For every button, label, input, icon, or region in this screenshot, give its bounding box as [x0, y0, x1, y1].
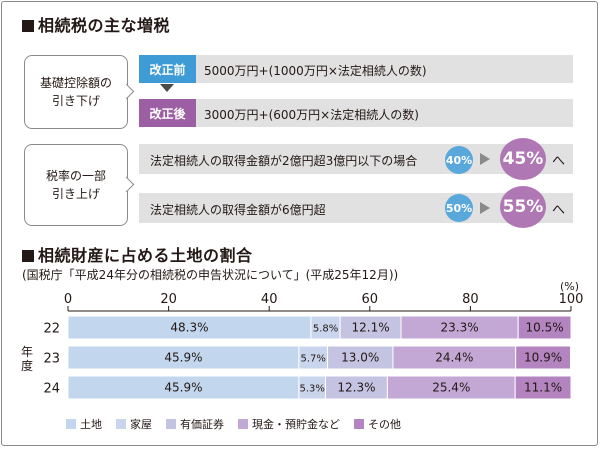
section2-title: 相続財産に占める土地の割合: [22, 242, 253, 266]
rate-suffix-2: へ: [552, 203, 566, 218]
rate-to-1: 45%: [502, 149, 544, 169]
legend-item: その他: [354, 416, 401, 432]
legend-label: 有価証券: [180, 418, 224, 431]
bar-segment: [514, 375, 572, 400]
legend-label: その他: [368, 418, 401, 431]
legend-swatch: [166, 419, 176, 429]
y-axis-label: 年: [21, 345, 33, 359]
legend-item: 土地: [66, 416, 102, 432]
legend-label: 現金・預貯金など: [252, 418, 340, 431]
category-label: 24: [43, 382, 60, 397]
data-label: 12.3%: [337, 381, 375, 395]
section1-title: 相続税の主な増税: [22, 12, 170, 36]
rate-to-circle-1: 45%: [500, 138, 546, 180]
rate-to-2: 55%: [502, 197, 544, 217]
bar-segment: [517, 315, 572, 340]
legend-swatch: [354, 419, 364, 429]
rate-label: 税率の一部 引き上げ: [45, 169, 106, 201]
data-label: 24.4%: [435, 351, 473, 365]
square-bullet-icon: [22, 20, 34, 32]
rate-row-1-text: 法定相続人の取得金額が2億円超3億円以下の場合: [150, 154, 418, 168]
legend-item: 有価証券: [166, 416, 224, 432]
legend-label: 家屋: [130, 418, 152, 431]
before-text: 5000万円+(1000万円×法定相続人の数): [204, 64, 427, 78]
legend-item: 現金・預貯金など: [238, 416, 340, 432]
data-label: 11.1%: [524, 381, 562, 395]
deduction-after-row: [139, 99, 573, 127]
before-tag: 改正前: [139, 55, 196, 83]
legend-label: 土地: [80, 418, 102, 431]
x-tick-label: 100: [559, 292, 584, 307]
chart-legend: 土地 家屋 有価証券 現金・預貯金など その他: [66, 416, 401, 432]
data-label: 13.0%: [341, 351, 379, 365]
arrow-right-icon: [480, 153, 490, 165]
legend-swatch: [116, 419, 126, 429]
data-label: 10.9%: [524, 351, 562, 365]
category-label: 23: [43, 352, 60, 367]
x-tick-label: 20: [160, 292, 177, 307]
after-tag: 改正後: [139, 99, 196, 127]
square-bullet-icon: [22, 250, 34, 262]
section1-title-text: 相続税の主な増税: [38, 16, 171, 35]
arrow-down-icon: [160, 84, 174, 92]
rate-from-circle-1: 40%: [445, 146, 473, 174]
rate-from-2: 50%: [445, 201, 473, 215]
arrow-right-icon: [480, 202, 490, 214]
legend-swatch: [238, 419, 248, 429]
category-label: 22: [43, 322, 60, 337]
rate-suffix-1: へ: [552, 154, 566, 169]
percent-unit: (%): [560, 280, 580, 293]
x-tick-label: 0: [64, 292, 72, 307]
section2-title-text: 相続財産に占める土地の割合: [38, 246, 253, 265]
after-tag-text: 改正後: [149, 106, 186, 121]
rate-from-1: 40%: [445, 153, 473, 167]
data-label: 5.7%: [301, 354, 326, 365]
data-label: 12.1%: [351, 321, 389, 335]
chart-source-note: (国税庁「平成24年分の相続税の申告状況について」(平成25年12月)): [22, 268, 399, 282]
data-label: 23.3%: [441, 321, 479, 335]
data-label: 25.4%: [432, 381, 470, 395]
legend-swatch: [66, 419, 76, 429]
legend-item: 家屋: [116, 416, 152, 432]
data-label: 10.5%: [526, 321, 564, 335]
y-axis-label: 度: [21, 358, 33, 373]
x-tick-label: 60: [362, 292, 379, 307]
data-label: 45.9%: [164, 381, 202, 395]
before-tag-text: 改正前: [149, 62, 186, 77]
rate-from-circle-2: 50%: [445, 194, 473, 222]
data-label: 5.8%: [313, 324, 338, 335]
data-label: 5.3%: [300, 384, 325, 395]
data-label: 48.3%: [170, 321, 208, 335]
after-text: 3000万円+(600万円×法定相続人の数): [204, 108, 419, 122]
rate-row-2-text: 法定相続人の取得金額が6億円超: [150, 203, 326, 217]
deduction-before-row: [139, 55, 573, 83]
x-tick-label: 80: [462, 292, 479, 307]
x-tick-label: 40: [261, 292, 278, 307]
rate-to-circle-2: 55%: [500, 186, 546, 228]
deduction-label: 基礎控除額の 引き下げ: [39, 76, 112, 108]
data-label: 45.9%: [164, 351, 202, 365]
bar-segment: [515, 345, 571, 370]
